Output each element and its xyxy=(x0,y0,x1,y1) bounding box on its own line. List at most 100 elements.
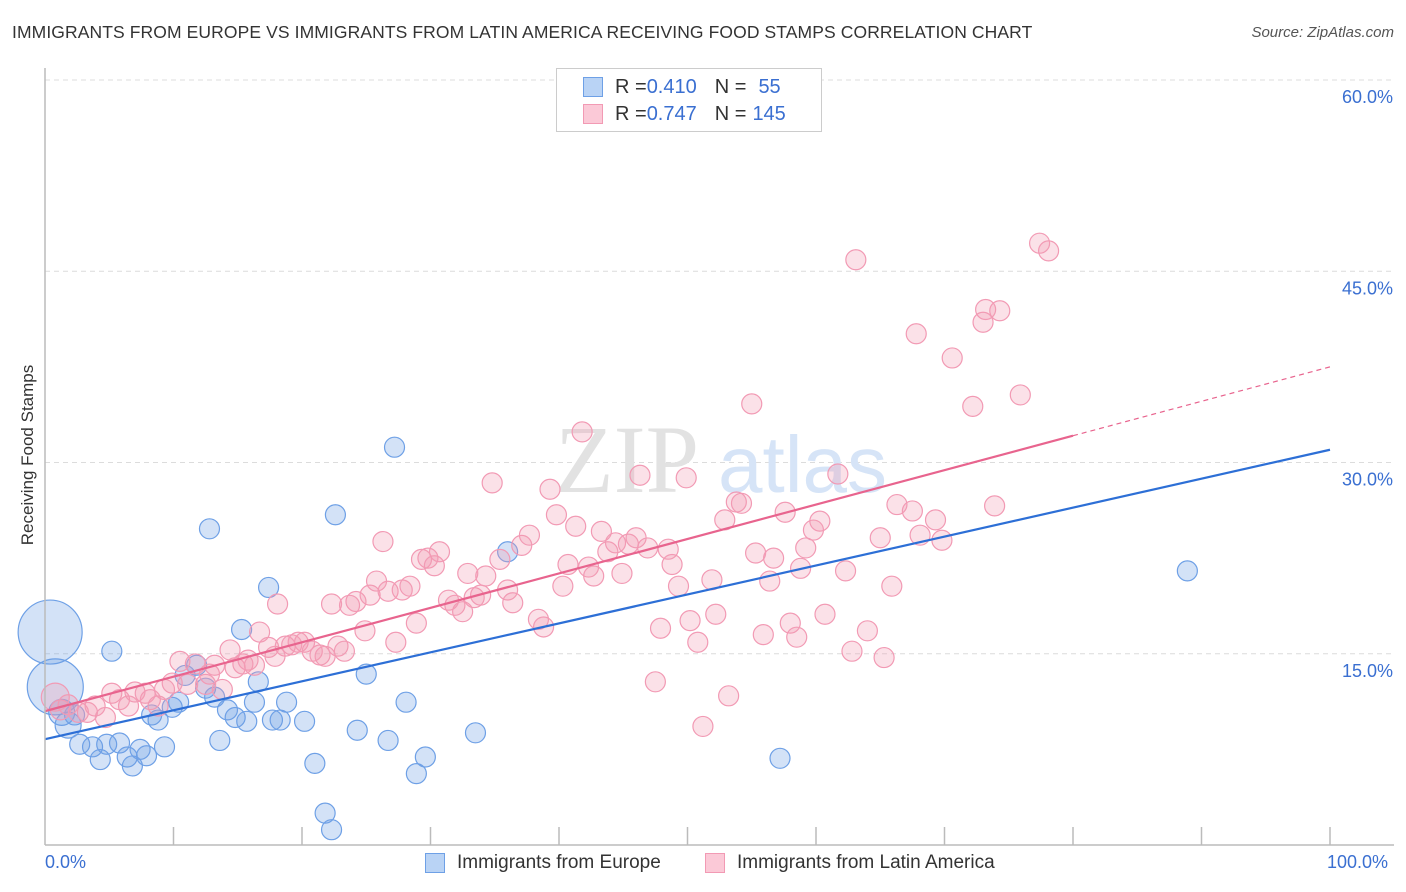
latin-america-point xyxy=(924,509,947,531)
latin-america-point xyxy=(687,631,709,653)
europe-point xyxy=(261,709,284,731)
latin-america-point xyxy=(869,527,891,549)
y-tick-label: 30.0% xyxy=(1342,470,1393,490)
latin-america-point xyxy=(428,541,451,563)
europe-point xyxy=(395,691,417,713)
latin-america-point xyxy=(457,562,479,585)
latin-america-point xyxy=(372,530,394,553)
latin-america-point xyxy=(845,249,867,271)
europe-point xyxy=(236,710,258,732)
latin-america-swatch-icon xyxy=(583,104,603,124)
r-label: R = xyxy=(615,75,647,98)
latin-america-point xyxy=(931,529,953,551)
latin-america-point xyxy=(718,685,740,707)
y-tick-label: 60.0% xyxy=(1342,87,1393,107)
europe-swatch-icon xyxy=(425,853,445,873)
legend-label: Immigrants from Europe xyxy=(457,852,661,873)
latin-america-point xyxy=(1037,240,1060,262)
latin-america-point xyxy=(962,395,984,417)
latin-america-point xyxy=(762,547,785,569)
europe-point xyxy=(304,752,326,775)
latin-america-point xyxy=(779,612,801,634)
europe-point xyxy=(464,722,487,744)
europe-point xyxy=(153,736,176,758)
latin-america-point xyxy=(611,562,633,585)
latin-america-point xyxy=(675,467,697,489)
legend-row-europe: R = 0.410 N = 55 xyxy=(583,74,781,100)
latin-america-point xyxy=(856,620,879,642)
latin-america-point xyxy=(795,537,817,559)
latin-america-point xyxy=(644,671,666,693)
r-value: 0.410 xyxy=(646,75,697,98)
latin-america-point xyxy=(545,504,568,526)
latin-america-point xyxy=(881,575,903,597)
legend-row-latin-america: R = 0.747 N = 145 xyxy=(583,101,786,127)
latin-america-point xyxy=(169,650,191,673)
europe-trend-line xyxy=(44,448,1331,741)
latin-america-point xyxy=(841,640,863,662)
latin-america-point xyxy=(692,715,714,738)
latin-america-point xyxy=(667,575,690,597)
latin-america-point xyxy=(243,654,266,676)
latin-america-trend-line xyxy=(44,434,1074,713)
latin-america-point xyxy=(814,603,836,625)
latin-america-point xyxy=(597,541,619,563)
europe-point xyxy=(497,541,519,563)
n-label: N = xyxy=(714,75,747,98)
latin-america-point xyxy=(481,472,503,494)
europe-point xyxy=(198,518,221,540)
chart-title: IMMIGRANTS FROM EUROPE VS IMMIGRANTS FRO… xyxy=(12,22,1033,42)
latin-america-point xyxy=(423,555,445,577)
latin-america-point xyxy=(475,565,497,587)
latin-america-point xyxy=(565,515,587,537)
europe-point xyxy=(209,729,231,752)
latin-america-point xyxy=(219,639,241,661)
latin-america-point xyxy=(40,682,70,712)
latin-america-point xyxy=(745,542,767,564)
europe-point xyxy=(1176,560,1198,582)
europe-point xyxy=(63,704,86,726)
europe-point xyxy=(355,663,377,685)
latin-america-point xyxy=(873,646,895,669)
europe-point xyxy=(314,802,336,824)
latin-america-point xyxy=(905,323,927,345)
source-label: Source: ZipAtlas.com xyxy=(1251,24,1394,41)
europe-point xyxy=(129,738,151,760)
latin-america-point xyxy=(345,590,367,613)
latin-america-point xyxy=(489,548,511,571)
latin-america-point xyxy=(333,640,356,662)
latin-america-point xyxy=(552,575,574,597)
n-value: 145 xyxy=(752,102,786,125)
latin-america-point xyxy=(752,624,774,646)
latin-america-point xyxy=(583,565,605,587)
europe-point xyxy=(324,504,347,526)
latin-america-point xyxy=(941,347,963,369)
y-tick-labels: 15.0% 30.0% 45.0% 60.0% xyxy=(1342,87,1393,681)
latin-america-point xyxy=(590,520,613,542)
europe-point xyxy=(231,618,253,641)
axes xyxy=(44,68,1394,846)
latin-america-point xyxy=(989,300,1011,322)
europe-point xyxy=(269,709,291,731)
y-axis-label: Receiving Food Stamps xyxy=(18,364,37,546)
latin-america-point xyxy=(147,695,169,717)
latin-america-point xyxy=(266,593,289,615)
europe-point xyxy=(383,436,406,458)
europe-point xyxy=(101,640,123,662)
latin-america-point xyxy=(834,560,857,582)
latin-america-point xyxy=(809,510,831,532)
latin-america-point xyxy=(705,603,727,625)
latin-america-point xyxy=(786,626,808,648)
latin-america-point xyxy=(385,631,407,653)
europe-point xyxy=(405,762,427,785)
latin-america-point xyxy=(518,524,541,546)
latin-america-point xyxy=(1028,232,1051,254)
n-value: 55 xyxy=(758,75,781,98)
latin-america-point xyxy=(901,500,923,522)
latin-america-trend-extension xyxy=(1072,366,1331,437)
europe-point xyxy=(135,745,158,767)
latin-america-point xyxy=(405,612,427,634)
trend-lines xyxy=(44,366,1331,741)
r-label: R = xyxy=(615,102,647,125)
europe-point xyxy=(320,819,343,841)
